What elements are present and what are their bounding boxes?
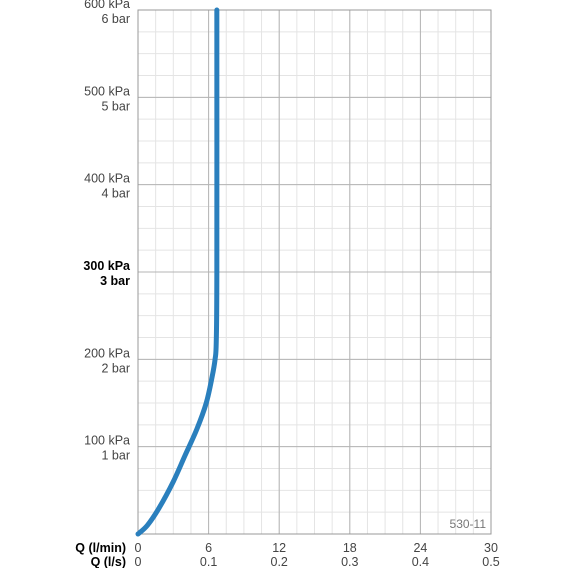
x-axis-name-lmin: Q (l/min) — [75, 541, 126, 555]
y-tick-label-kpa: 200 kPa — [84, 346, 130, 360]
x-tick-label-row-1: 0.3 — [341, 555, 358, 568]
y-tick-label-kpa: 300 kPa — [83, 259, 131, 273]
x-tick-label-row-1: 0.2 — [271, 555, 288, 568]
y-tick-label-bar: 4 bar — [102, 187, 131, 201]
y-tick-label-bar: 3 bar — [100, 274, 130, 288]
y-tick-label-bar: 2 bar — [102, 361, 131, 375]
x-tick-label-row-1: 0.5 — [482, 555, 499, 568]
y-tick-label-kpa: 600 kPa — [84, 0, 130, 11]
x-tick-label-row-1: 0.1 — [200, 555, 217, 568]
x-axis-name-ls: Q (l/s) — [91, 555, 126, 568]
x-tick-label-row-0: 24 — [413, 541, 427, 555]
x-tick-label-row-0: 18 — [343, 541, 357, 555]
x-tick-label-row-1: 0.4 — [412, 555, 429, 568]
x-tick-label-row-0: 12 — [272, 541, 286, 555]
y-tick-label-kpa: 500 kPa — [84, 84, 130, 98]
y-tick-label-bar: 5 bar — [102, 99, 131, 113]
x-tick-label-row-0: 0 — [135, 541, 142, 555]
x-tick-label-row-0: 6 — [205, 541, 212, 555]
major-grid — [138, 10, 491, 534]
y-tick-label-kpa: 100 kPa — [84, 434, 130, 448]
y-tick-label-kpa: 400 kPa — [84, 172, 130, 186]
chart-code-label: 530-11 — [450, 517, 487, 531]
y-tick-label-bar: 1 bar — [102, 449, 131, 463]
plot-frame — [137, 9, 492, 535]
series-layer — [135, 7, 220, 537]
x-tick-labels: 0 6 12 18 24 30 0 0.1 0.2 0.3 0.4 0.5 — [135, 541, 500, 568]
y-tick-label-bar: 6 bar — [102, 12, 131, 26]
x-tick-label-row-1: 0 — [135, 555, 142, 568]
series-line-0 — [135, 7, 220, 537]
x-tick-label-row-0: 30 — [484, 541, 498, 555]
